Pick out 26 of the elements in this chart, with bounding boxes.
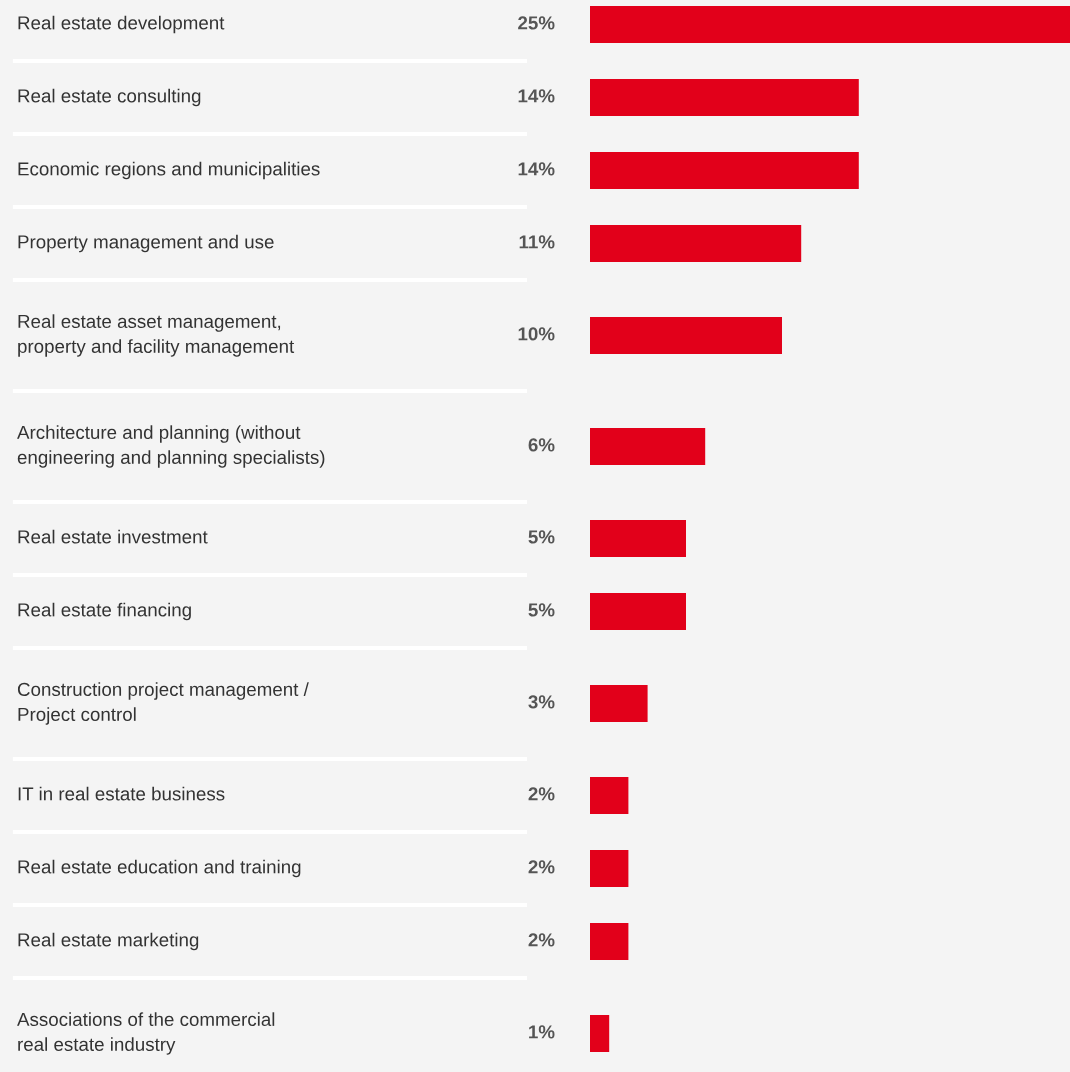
y-tick-label: Associations of the commercial real estate industry xyxy=(17,1012,275,1055)
data-label: 14% xyxy=(518,162,555,176)
data-label: 2% xyxy=(528,787,555,801)
data-label: 14% xyxy=(518,89,555,103)
data-label: 6% xyxy=(528,438,555,452)
data-label: 25% xyxy=(518,16,555,30)
data-label: 3% xyxy=(528,695,555,709)
data-label: 11% xyxy=(519,235,555,249)
y-tick-label: IT in real estate business xyxy=(18,786,225,801)
data-label: 1% xyxy=(529,1025,555,1039)
data-label: 10% xyxy=(518,327,555,341)
y-tick-label: Real estate financing xyxy=(18,602,191,621)
y-tick-label: Real estate education and training xyxy=(18,859,301,878)
y-tick-label: Economic regions and municipalities xyxy=(18,161,320,180)
y-tick-label: Architecture and planning (without engineering and planning specialists) xyxy=(17,425,325,468)
y-tick-label: Real estate asset management, property and facility management xyxy=(18,314,295,357)
y-tick-label: Real estate consulting xyxy=(18,88,201,107)
data-label: 2% xyxy=(528,933,555,947)
data-label: 5% xyxy=(528,603,555,617)
y-tick-label: Real estate marketing xyxy=(18,932,199,951)
y-tick-label: Real estate development xyxy=(18,15,225,34)
y-tick-label: Construction project management / Project control xyxy=(17,682,309,725)
y-tick-label: Property management and use xyxy=(18,234,274,253)
y-tick-label: Real estate investment xyxy=(18,529,208,544)
data-label: 2% xyxy=(528,860,555,874)
data-label: 5% xyxy=(528,530,555,544)
